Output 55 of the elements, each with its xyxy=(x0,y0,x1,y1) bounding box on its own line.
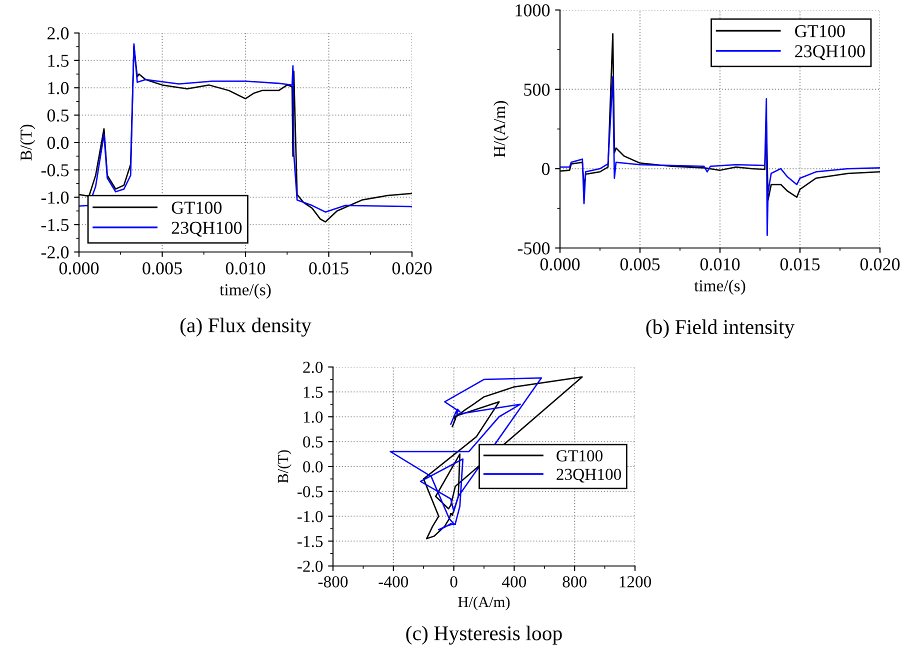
x-tick-label: 400 xyxy=(502,576,526,588)
y-tick-label: 1.0 xyxy=(48,82,69,94)
y-axis-title: B/(T) xyxy=(20,124,36,161)
y-tick-label: 0.0 xyxy=(47,136,69,150)
x-tick-label: 0 xyxy=(450,576,458,588)
y-tick-label: -2.0 xyxy=(41,246,69,259)
x-tick-label: -800 xyxy=(318,576,348,588)
y-tick-label: -0.5 xyxy=(298,486,323,498)
y-tick-label: 2.0 xyxy=(303,362,323,374)
y-tick-label: 0.5 xyxy=(47,109,69,122)
y-tick-label: 0 xyxy=(542,162,550,176)
x-tick-label: 1200 xyxy=(620,576,652,588)
line-series xyxy=(390,377,542,530)
legend-label: 23QH100 xyxy=(556,468,622,483)
legend-label: 23QH100 xyxy=(795,45,865,60)
x-tick-label: 0.020 xyxy=(392,262,432,275)
x-tick-label: 0.005 xyxy=(620,258,660,271)
x-tick-label: 0.015 xyxy=(780,258,820,271)
y-axis-title: B/(T) xyxy=(277,450,292,484)
x-tick-label: 800 xyxy=(562,576,586,588)
y-tick-label: -0.5 xyxy=(41,164,69,176)
y-tick-label: -1.5 xyxy=(298,536,323,548)
x-axis-title: H/(A/m) xyxy=(458,596,510,610)
x-tick-label: 0.000 xyxy=(59,262,99,275)
text: (a) Flux density xyxy=(180,318,312,337)
x-tick-label: 0.005 xyxy=(142,262,182,275)
legend-label: GT100 xyxy=(795,25,845,38)
y-tick-label: -1.0 xyxy=(41,192,69,204)
y-tick-label: 1.0 xyxy=(304,411,323,423)
y-tick-label: -2.0 xyxy=(298,560,323,572)
x-tick-label: 0.020 xyxy=(860,258,900,271)
y-tick-label: 0.0 xyxy=(303,461,323,473)
y-tick-label: -500 xyxy=(518,242,550,254)
x-tick-label: 0.000 xyxy=(540,258,580,271)
x-tick-label: 0.015 xyxy=(309,262,348,275)
y-tick-label: 1.5 xyxy=(48,54,69,67)
x-axis-title: time/(s) xyxy=(694,280,746,295)
x-tick-label: 0.010 xyxy=(226,262,266,275)
line-series xyxy=(560,76,880,236)
y-tick-label: 2.0 xyxy=(48,27,69,40)
y-tick-label: -1.5 xyxy=(41,218,69,232)
legend-label: GT100 xyxy=(172,202,222,214)
x-tick-label: 0.010 xyxy=(700,258,740,271)
y-tick-label: 500 xyxy=(524,84,550,96)
y-axis-title: H/(A/m) xyxy=(493,101,509,158)
y-tick-label: 0.5 xyxy=(303,436,323,448)
y-tick-label: 1000 xyxy=(516,4,550,16)
text: (c) Hysteresis loop xyxy=(406,626,562,645)
x-axis-title: time/(s) xyxy=(220,284,271,299)
legend-label: GT100 xyxy=(556,450,603,462)
text: (b) Field intensity xyxy=(646,319,795,338)
y-tick-label: 1.5 xyxy=(304,386,323,398)
legend-label: 23QH100 xyxy=(172,222,242,237)
x-tick-label: -400 xyxy=(378,576,408,588)
y-tick-label: -1.0 xyxy=(298,510,323,522)
